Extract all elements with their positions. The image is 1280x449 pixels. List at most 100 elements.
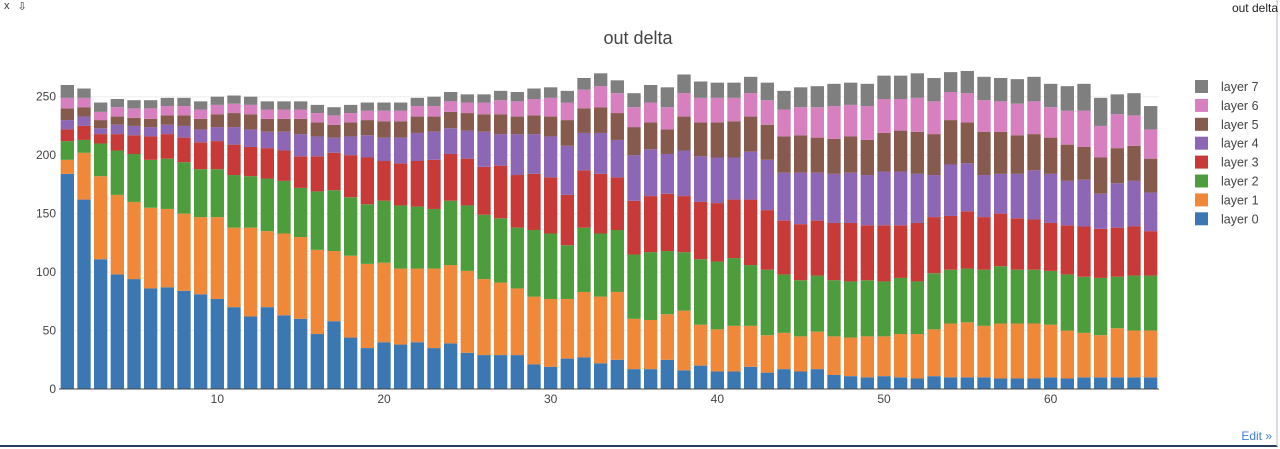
bar-segment bbox=[444, 92, 458, 102]
bar-segment bbox=[377, 161, 391, 201]
bar-segment bbox=[127, 108, 141, 118]
x-axis: 10 20 30 40 50 60 bbox=[59, 388, 1159, 406]
bar-segment bbox=[1077, 110, 1091, 147]
bar-segment bbox=[77, 199, 91, 389]
bar-segment bbox=[894, 334, 908, 378]
legend-label: layer 7 bbox=[1221, 80, 1259, 94]
bar-segment bbox=[810, 220, 824, 276]
bar-segment bbox=[277, 150, 291, 181]
bar-segment bbox=[260, 109, 274, 119]
bar-segment bbox=[494, 114, 508, 135]
bar-segment bbox=[227, 227, 241, 308]
bar-segment bbox=[577, 77, 591, 90]
bar-segment bbox=[660, 153, 674, 194]
bar-segment bbox=[77, 152, 91, 200]
bar-segment bbox=[944, 269, 958, 324]
bar-segment bbox=[560, 194, 574, 246]
bar-segment bbox=[1010, 135, 1024, 174]
bar-segment bbox=[1110, 328, 1124, 378]
bar-segment bbox=[477, 114, 491, 132]
bar-segment bbox=[777, 109, 791, 137]
bar-segment bbox=[210, 127, 224, 142]
download-icon[interactable]: ⇩ bbox=[17, 1, 27, 13]
bar-segment bbox=[1127, 330, 1141, 378]
bar-segment bbox=[877, 99, 891, 133]
bar-segment bbox=[377, 200, 391, 263]
bar-segment bbox=[460, 270, 474, 353]
bar-segment bbox=[277, 233, 291, 316]
bar-segment bbox=[794, 107, 808, 136]
bar-segment bbox=[610, 80, 624, 94]
bar-segment bbox=[694, 324, 708, 366]
bar-segment bbox=[244, 227, 258, 317]
bar-segment bbox=[294, 156, 308, 188]
bar-segment bbox=[527, 134, 541, 174]
bar-segment bbox=[827, 222, 841, 281]
bar-segment bbox=[410, 268, 424, 343]
bar-segment bbox=[1027, 76, 1041, 102]
bar-segment bbox=[977, 325, 991, 378]
bar-segment bbox=[910, 378, 924, 389]
bar-segment bbox=[1144, 106, 1158, 130]
bar-segment bbox=[394, 137, 408, 164]
bar-segment bbox=[60, 97, 74, 109]
bar-segment bbox=[844, 136, 858, 173]
bar-segment bbox=[460, 113, 474, 131]
bar-segment bbox=[227, 95, 241, 104]
bar-segment bbox=[594, 73, 608, 87]
bar-segment bbox=[560, 298, 574, 359]
bar-segment bbox=[744, 366, 758, 389]
bar-segment bbox=[410, 342, 424, 389]
bar-segment bbox=[660, 107, 674, 130]
bar-segment bbox=[1127, 115, 1141, 146]
bar-segment bbox=[1044, 107, 1058, 138]
bar-segment bbox=[994, 378, 1008, 389]
bar-segment bbox=[327, 137, 341, 153]
panel-label: out delta bbox=[1231, 1, 1278, 15]
bar-segment bbox=[460, 94, 474, 103]
bar-segment bbox=[744, 93, 758, 117]
bar-segment bbox=[594, 86, 608, 108]
bar-segment bbox=[477, 102, 491, 115]
bar-segment bbox=[1027, 101, 1041, 135]
bar-segment bbox=[577, 170, 591, 228]
bar-segment bbox=[960, 122, 974, 164]
bar-segment bbox=[727, 157, 741, 200]
bar-segment bbox=[1044, 173, 1058, 223]
bar-segment bbox=[327, 251, 341, 322]
bar-segment bbox=[1144, 377, 1158, 389]
bar-segment bbox=[710, 157, 724, 204]
bar-segment bbox=[927, 329, 941, 377]
bar-segment bbox=[910, 131, 924, 174]
bar-segment bbox=[294, 101, 308, 110]
bar-segment bbox=[977, 100, 991, 132]
edit-link[interactable]: Edit » bbox=[1241, 429, 1272, 443]
bar-segment bbox=[1060, 144, 1074, 181]
bar-segment bbox=[877, 225, 891, 282]
close-icon[interactable]: x bbox=[4, 0, 10, 12]
bar-segment bbox=[860, 175, 874, 226]
legend-swatch bbox=[1195, 136, 1208, 150]
bar-segment bbox=[1010, 79, 1024, 104]
bar-segment bbox=[794, 172, 808, 225]
bar-segment bbox=[277, 101, 291, 110]
bar-segment bbox=[594, 132, 608, 174]
bar-segment bbox=[494, 134, 508, 166]
bar-segment bbox=[727, 325, 741, 372]
bar-segment bbox=[910, 222, 924, 282]
bar-segment bbox=[394, 102, 408, 111]
bar-segment bbox=[777, 332, 791, 370]
y-tick-label: 50 bbox=[43, 324, 57, 338]
bar-segment bbox=[927, 273, 941, 330]
bar-segment bbox=[994, 213, 1008, 267]
bar-segment bbox=[944, 120, 958, 165]
bar-segment bbox=[127, 201, 141, 280]
bar-segment bbox=[760, 82, 774, 101]
bar-segment bbox=[1044, 137, 1058, 174]
bar-segment bbox=[244, 129, 258, 147]
bar-segment bbox=[244, 316, 258, 389]
bar-segment bbox=[527, 229, 541, 297]
bar-segment bbox=[1077, 377, 1091, 389]
bar-segment bbox=[210, 169, 224, 218]
bar-segment bbox=[910, 281, 924, 335]
